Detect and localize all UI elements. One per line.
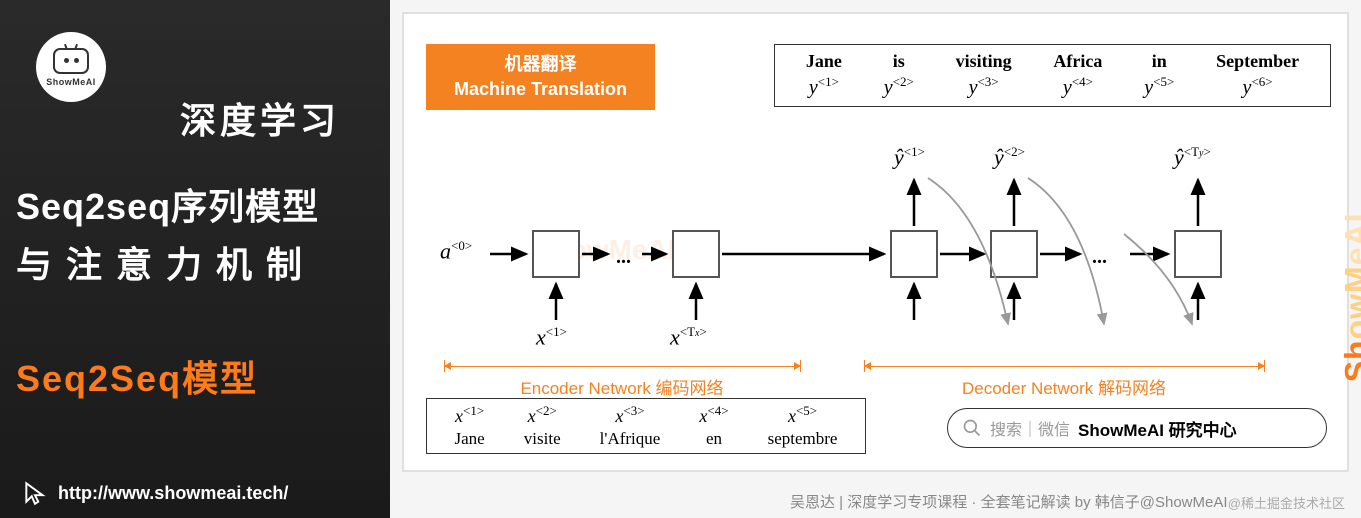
search-pill[interactable]: 搜索｜微信 ShowMeAI 研究中心 [947,408,1327,448]
search-brand: ShowMeAI 研究中心 [1078,416,1237,441]
seq2seq-diagram: ShowMeAI a<0> ... ... x<1> x<Tx> ŷ<1> ŷ<… [404,134,1347,374]
machine-translation-badge: 机器翻译 Machine Translation [426,44,655,110]
heading-2: Seq2seq序列模型 [16,178,319,230]
output-sentence-box: Janey<1> isy<2> visitingy<3> Africay<4> iny<… [774,44,1331,107]
corner-credit: @稀土掘金技术社区 [1228,493,1345,512]
heading-3: 与注意力机制 [16,236,316,288]
output-word: Africay<4> [1053,51,1102,100]
sidebar: ShowMeAI 深度学习 Seq2seq序列模型 与注意力机制 Seq2Seq… [0,0,390,518]
output-word: Septembery<6> [1216,51,1299,100]
search-icon [962,418,982,438]
input-word: x<1>Jane [455,403,485,449]
arrows-layer [404,134,1347,374]
search-hint: 搜索｜微信 [990,416,1070,440]
cursor-icon [22,480,48,506]
url-text[interactable]: http://www.showmeai.tech/ [58,483,288,504]
input-word: x<4>en [699,403,728,449]
badge-line-2: Machine Translation [454,77,627,102]
dec-range-line [864,366,1264,367]
output-word: visitingy<3> [956,51,1012,100]
logo-face-icon [53,48,89,74]
footer-credit: 吴恩达 | 深度学习专项课程 · 全套笔记解读 by 韩信子@ShowMeAI [790,491,1228,512]
enc-range-line [444,366,800,367]
input-word: x<3>l'Afrique [600,403,661,449]
logo-text: ShowMeAI [46,77,96,87]
output-word: iny<5> [1144,51,1174,100]
content-area: 机器翻译 Machine Translation Janey<1> isy<2> v… [390,0,1361,518]
encoder-label: Encoder Network 编码网络 [444,374,800,399]
slide-root: ShowMeAI 深度学习 Seq2seq序列模型 与注意力机制 Seq2Seq… [0,0,1361,518]
url-row: http://www.showmeai.tech/ [22,480,288,506]
diagram-panel: 机器翻译 Machine Translation Janey<1> isy<2> v… [402,12,1349,472]
input-word: x<2>visite [524,403,561,449]
logo-badge: ShowMeAI [36,32,106,102]
heading-1: 深度学习 [180,92,340,144]
decoder-label: Decoder Network 解码网络 [864,374,1264,399]
heading-4: Seq2Seq模型 [16,350,258,402]
input-word: x<5>septembre [768,403,838,449]
input-sentence-box: x<1>Jane x<2>visite x<3>l'Afrique x<4>en x<5… [426,398,866,454]
output-word: Janey<1> [806,51,842,100]
badge-line-1: 机器翻译 [454,52,627,77]
output-word: isy<2> [884,51,914,100]
